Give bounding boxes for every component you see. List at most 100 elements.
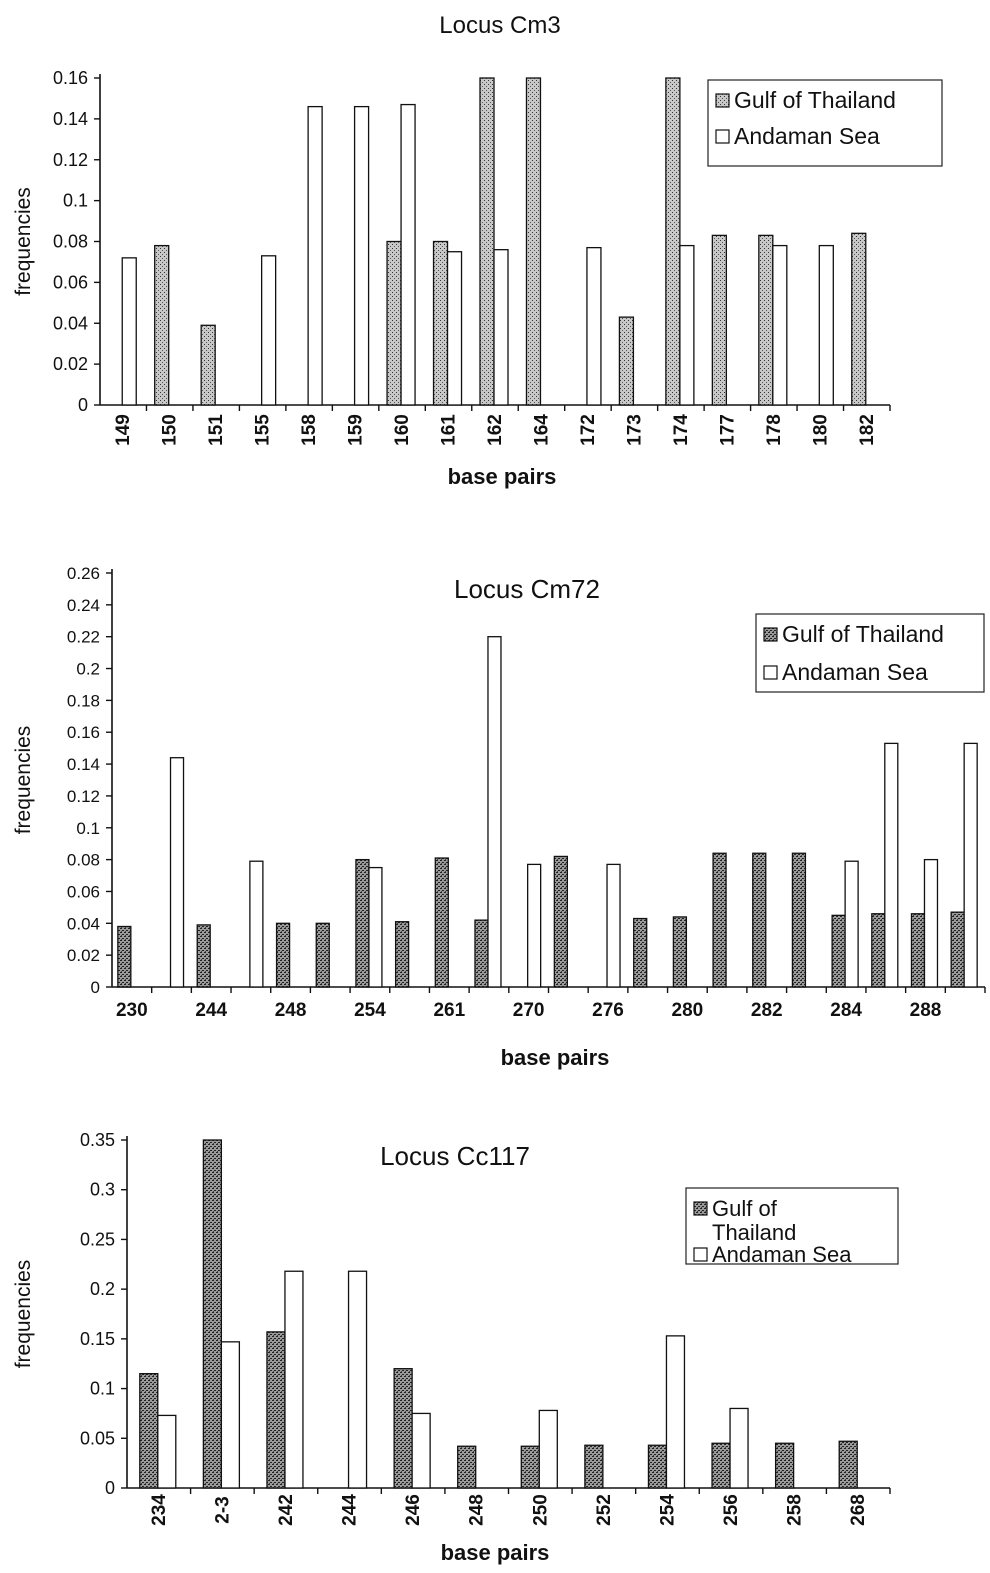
y-tick-label: 0.35 [80,1130,115,1150]
bar-gulf-of-thailand [584,1444,604,1489]
y-tick-label: 0.04 [67,914,100,933]
bar-gulf-of-thailand [154,244,170,406]
bar-andaman-sea [527,863,542,988]
bar-gulf-of-thailand [139,1373,159,1489]
bar-gulf-of-thailand [618,316,635,406]
y-tick-label: 0.22 [67,628,100,647]
chart-title: Locus Cm72 [454,574,600,604]
bar-andaman-sea [729,1407,749,1489]
x-tick-label: 150 [160,414,181,446]
bar-gulf-of-thailand [394,921,410,988]
x-tick-label: 270 [513,1000,545,1021]
x-tick-label: 177 [717,414,738,446]
y-tick-label: 0 [78,395,88,415]
x-tick-label: 244 [195,1000,227,1021]
bar-andaman-sea [249,860,264,988]
y-tick-label: 0.02 [53,354,88,374]
x-tick-label: 252 [594,1494,615,1526]
x-tick-label: 280 [672,1000,704,1021]
x-axis-label: base pairs [448,464,557,489]
chart-locus-cc117: Locus Cc117 0 0.05 0.1 0.15 0.2 0.25 0.3 0.35 234… [12,1130,899,1565]
x-tick-label: 155 [253,414,274,446]
y-tick-label: 0.14 [67,755,100,774]
y-tick-label: 0.12 [53,150,88,170]
bar-gulf-of-thailand [275,922,291,988]
legend-label: Gulf of Thailand [782,621,944,647]
bar-gulf-of-thailand [838,1440,858,1489]
legend-swatch [763,627,778,642]
y-tick-label: 0.2 [90,1279,115,1299]
legend-swatch [693,1247,708,1262]
x-tick-label: 268 [848,1494,869,1526]
x-tick-label: 151 [206,414,227,446]
y-tick-label: 0.24 [67,596,100,615]
y-tick-label: 0.2 [76,660,100,679]
bar-gulf-of-thailand [950,911,965,988]
legend-box [685,1187,899,1265]
bar-andaman-sea [538,1409,558,1489]
bar-gulf-of-thailand [851,232,867,406]
y-tick-label: 0.15 [80,1329,115,1349]
x-tick-label: 256 [721,1494,742,1526]
x-tick-label: 180 [810,414,831,446]
y-axis-label: frequencies [12,1260,35,1369]
x-tick-label: 2-3 [212,1496,233,1523]
bar-andaman-sea [884,742,899,988]
bar-gulf-of-thailand [758,234,774,406]
bar-andaman-sea [586,246,602,406]
x-tick-label: 246 [403,1494,424,1526]
bar-andaman-sea [446,251,463,406]
legend-label: Thailand [712,1220,796,1245]
bar-andaman-sea [411,1412,431,1489]
legend-box [755,613,985,693]
bar-andaman-sea [493,249,509,406]
bar-andaman-sea [400,103,416,406]
x-tick-label: 250 [530,1494,551,1526]
legend-swatch [715,129,730,144]
y-tick-label: 0 [105,1478,115,1498]
y-tick-label: 0.25 [80,1229,115,1249]
x-tick-label: 172 [578,414,599,446]
bar-andaman-sea [487,636,502,988]
x-tick-label: 164 [531,414,552,446]
legend: Gulf of Thailand Andaman Sea [755,613,985,693]
bar-andaman-sea [772,244,788,406]
y-tick-label: 0.08 [67,851,100,870]
x-tick-label: 160 [392,414,413,446]
bar-andaman-sea [307,105,323,406]
x-tick-label: 178 [764,414,785,446]
y-axis-label: frequencies [12,726,35,835]
x-axis-label: base pairs [501,1045,610,1070]
bar-gulf-of-thailand [633,917,648,988]
bar-gulf-of-thailand [525,77,542,406]
bar-gulf-of-thailand [831,914,846,988]
bar-gulf-of-thailand [711,234,728,406]
bar-andaman-sea [665,1335,686,1489]
x-axis-label: base pairs [441,1540,550,1565]
x-tick-label: 162 [485,414,506,446]
bar-gulf-of-thailand [202,1139,223,1489]
chart-locus-cm3: Locus Cm3 0 0.02 0.04 0.06 0.08 0.1 0.12 0.14 0.1… [12,12,943,489]
bar-andaman-sea [679,244,695,406]
x-tick-label: 254 [354,1000,386,1021]
bar-gulf-of-thailand [432,240,449,406]
bar-gulf-of-thailand [647,1444,668,1489]
bar-andaman-sea [347,1270,368,1489]
y-tick-label: 0.12 [67,787,100,806]
y-tick-label: 0.1 [76,819,100,838]
legend-swatch [763,665,778,680]
y-tick-label: 0.1 [90,1379,115,1399]
bar-andaman-sea [844,860,859,988]
y-tick-label: 0.3 [90,1180,115,1200]
y-tick-label: 0.16 [67,723,100,742]
y-tick-label: 0.08 [53,232,88,252]
bar-andaman-sea [260,255,277,406]
bar-andaman-sea [923,858,939,988]
bar-gulf-of-thailand [200,324,216,406]
bar-gulf-of-thailand [355,858,370,988]
x-tick-label: 248 [467,1494,488,1526]
bar-andaman-sea [818,244,834,406]
bar-andaman-sea [368,866,383,988]
x-tick-label: 254 [657,1494,678,1526]
bar-gulf-of-thailand [386,240,402,406]
